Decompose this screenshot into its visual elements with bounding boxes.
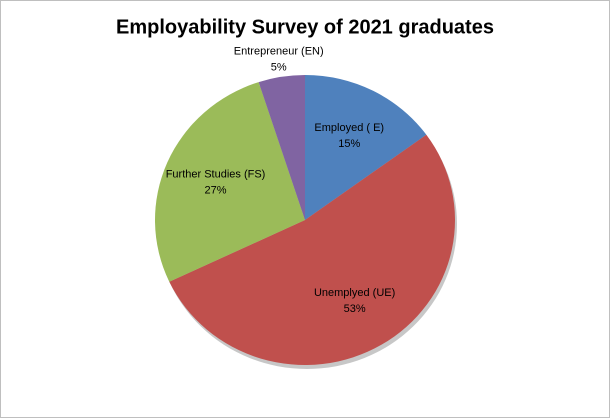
slice-label: Entrepreneur (EN) [234,46,324,58]
slice-label: Further Studies (FS) [166,168,266,180]
slice-value-label: 5% [271,62,287,74]
pie-slice [305,75,427,220]
chart-title: Employability Survey of 2021 graduates [116,16,494,38]
pie-slice [155,82,305,282]
pie-slice [169,134,456,366]
slice-label: Employed ( E) [314,122,384,134]
slice-value-label: 27% [205,184,227,196]
slice-label: Unemplyed (UE) [314,287,395,299]
slice-value-label: 53% [344,303,366,315]
slice-value-label: 15% [338,138,360,150]
pie-slice [258,75,305,220]
